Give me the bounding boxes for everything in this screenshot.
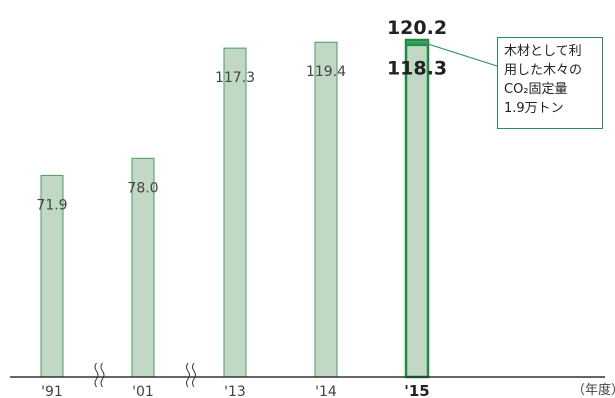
axis-break-mark	[94, 362, 99, 388]
labels-layer: 71.9 '91 78.0 '01 117.3 '13 119.4 '14 120.2 118.3…	[36, 17, 447, 398]
x-tick-label-highlight: '15	[404, 382, 429, 398]
bar-segment-wood-co2	[407, 41, 427, 46]
callout-line: 木材として利	[504, 44, 582, 59]
x-tick-label: '91	[41, 384, 63, 398]
data-label: 71.9	[36, 197, 67, 213]
data-label-total: 120.2	[387, 17, 447, 39]
data-label-base: 118.3	[387, 57, 447, 79]
callout-leader-line	[427, 43, 498, 67]
callout-line: 1.9万トン	[504, 101, 564, 116]
bar	[314, 41, 338, 378]
axis-breaks-layer	[94, 362, 196, 388]
axis-break-mark	[100, 362, 105, 388]
x-tick-label: '13	[224, 384, 246, 398]
callout-line: CO₂固定量	[504, 82, 568, 97]
axis-break-mark	[186, 362, 190, 388]
callout-line: 用した木々の	[504, 63, 583, 78]
data-label: 78.0	[127, 180, 158, 196]
data-label: 119.4	[306, 64, 346, 80]
x-tick-label: '01	[132, 384, 154, 398]
bars-layer	[40, 38, 430, 379]
bar	[404, 38, 430, 379]
axis-break-mark	[192, 362, 196, 388]
bar	[223, 47, 247, 378]
x-axis-unit-label: （年度）	[572, 382, 615, 398]
x-tick-label: '14	[315, 384, 337, 398]
callout-box: 木材として利 用した木々の CO₂固定量 1.9万トン	[497, 37, 603, 129]
data-label: 117.3	[215, 70, 255, 86]
